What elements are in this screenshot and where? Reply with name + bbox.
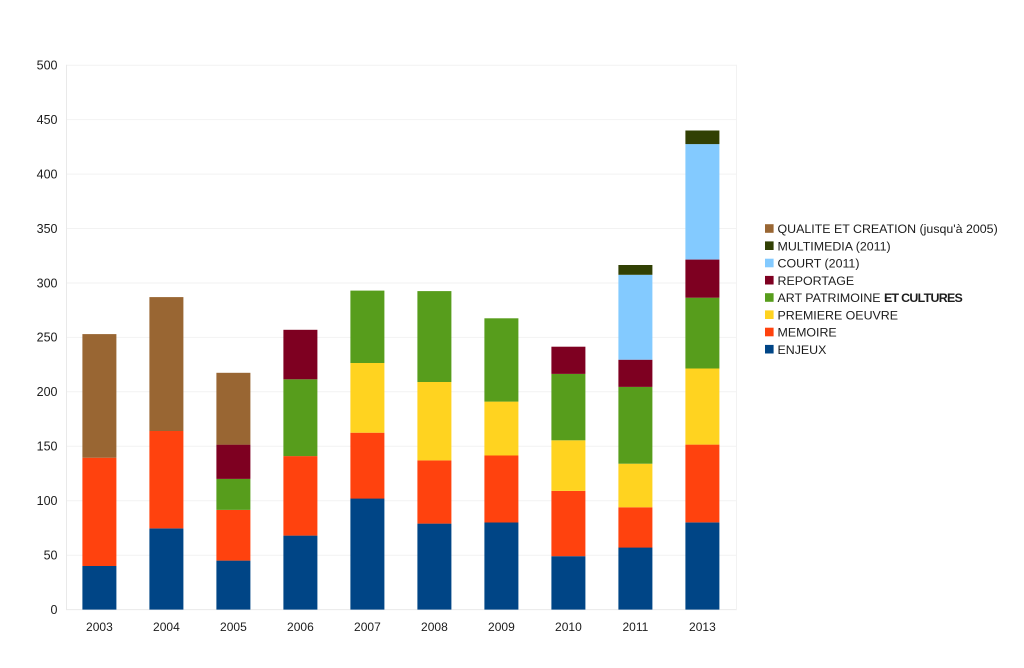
svg-text:400: 400	[37, 167, 58, 181]
svg-text:QUALITE ET CREATION (jusqu'à 2: QUALITE ET CREATION (jusqu'à 2005)	[778, 222, 998, 236]
svg-text:ENJEUX: ENJEUX	[778, 343, 827, 357]
svg-text:ART PATRIMOINE ET CULTURES: ART PATRIMOINE ET CULTURES	[778, 291, 963, 305]
svg-text:450: 450	[37, 113, 58, 127]
svg-text:MEMOIRE: MEMOIRE	[778, 326, 837, 340]
svg-text:0: 0	[51, 603, 58, 617]
svg-text:350: 350	[37, 222, 58, 236]
svg-text:2011: 2011	[622, 620, 648, 634]
svg-text:100: 100	[37, 494, 58, 508]
svg-text:2004: 2004	[153, 620, 180, 634]
svg-text:COURT (2011): COURT (2011)	[778, 257, 860, 271]
svg-text:PREMIERE OEUVRE: PREMIERE OEUVRE	[778, 308, 899, 322]
svg-text:2013: 2013	[689, 620, 716, 634]
svg-text:2009: 2009	[488, 620, 515, 634]
svg-text:MULTIMEDIA (2011): MULTIMEDIA (2011)	[778, 239, 891, 253]
svg-text:150: 150	[37, 440, 58, 454]
svg-text:2005: 2005	[220, 620, 247, 634]
svg-text:50: 50	[44, 549, 58, 563]
svg-text:2008: 2008	[421, 620, 448, 634]
svg-text:500: 500	[37, 59, 58, 73]
svg-text:200: 200	[37, 385, 58, 399]
svg-text:2007: 2007	[354, 620, 381, 634]
svg-text:2003: 2003	[86, 620, 113, 634]
svg-text:300: 300	[37, 276, 58, 290]
svg-text:2010: 2010	[555, 620, 582, 634]
svg-text:2006: 2006	[287, 620, 314, 634]
svg-text:REPORTAGE: REPORTAGE	[778, 274, 855, 288]
svg-text:250: 250	[37, 331, 58, 345]
